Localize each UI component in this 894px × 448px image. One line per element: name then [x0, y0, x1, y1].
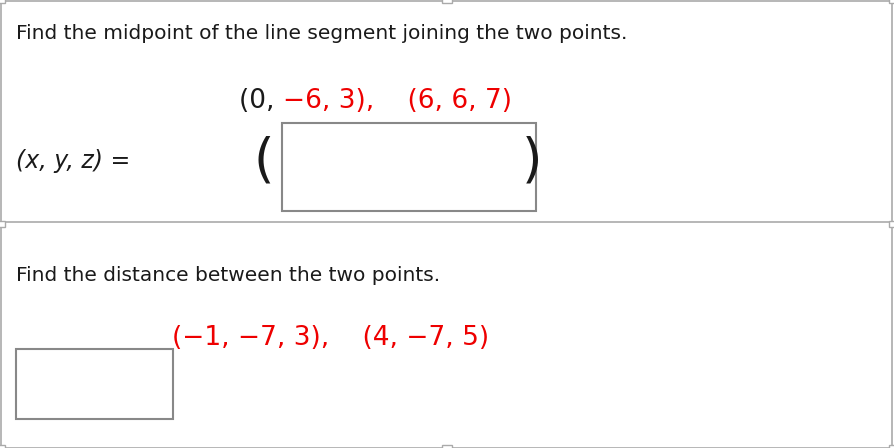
Bar	[889, 445, 894, 448]
Bar	[0, 0, 5, 3]
Text: (−1, −7, 3),: (−1, −7, 3),	[172, 325, 329, 351]
Bar	[282, 123, 536, 211]
Bar	[442, 0, 452, 3]
Text: (4, −7, 5): (4, −7, 5)	[329, 325, 490, 351]
Text: ): )	[522, 135, 542, 187]
Text: (6, 6, 7): (6, 6, 7)	[374, 88, 512, 114]
Bar	[442, 445, 452, 448]
Text: Find the midpoint of the line segment joining the two points.: Find the midpoint of the line segment jo…	[16, 24, 628, 43]
Bar	[0, 445, 5, 448]
Text: (0,: (0,	[239, 88, 283, 114]
Text: (: (	[254, 135, 274, 187]
Bar	[889, 221, 894, 227]
Bar	[0, 221, 5, 227]
Bar	[889, 0, 894, 3]
Text: Find the distance between the two points.: Find the distance between the two points…	[16, 266, 440, 285]
Text: −6, 3),: −6, 3),	[283, 88, 374, 114]
Bar	[16, 349, 173, 419]
Text: (x, y, z) =: (x, y, z) =	[16, 149, 138, 173]
